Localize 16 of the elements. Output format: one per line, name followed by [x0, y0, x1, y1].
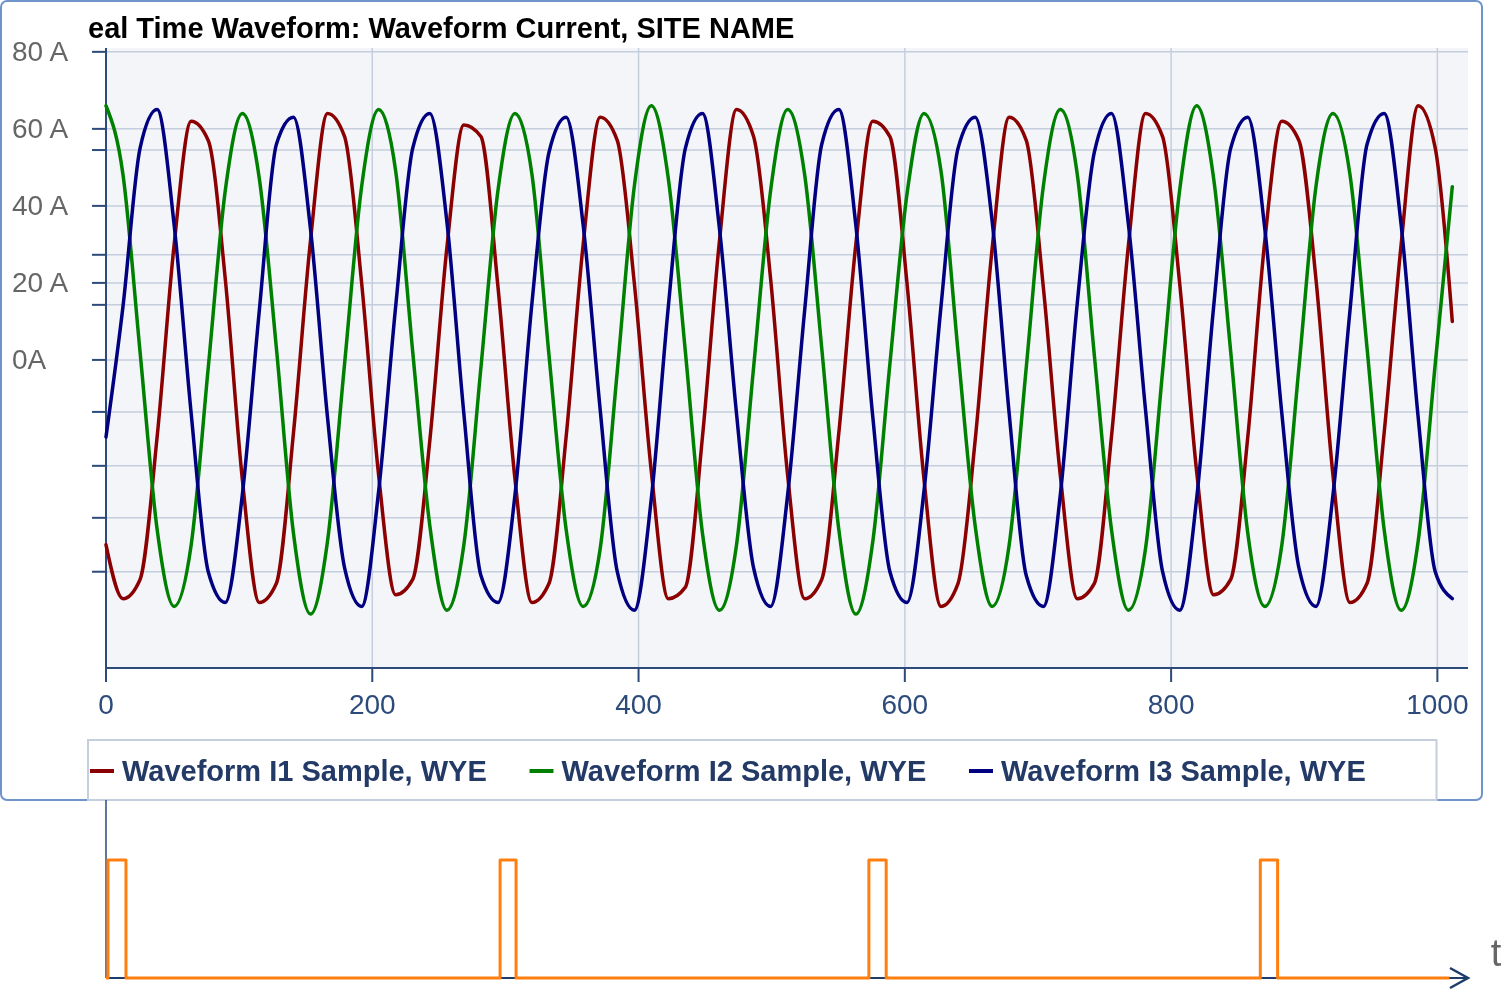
- x-tick-label: 200: [348, 689, 396, 720]
- y-tick-label: 60 A: [12, 113, 69, 145]
- y-tick-label: 40 A: [12, 190, 69, 222]
- x-tick-label: 800: [1147, 689, 1195, 720]
- x-tick-label: 600: [881, 689, 929, 720]
- y-tick-label: 0A: [12, 344, 47, 376]
- legend-label: Waveform I3 Sample, WYE: [1001, 755, 1366, 787]
- legend-label: Waveform I1 Sample, WYE: [122, 755, 487, 787]
- x-tick-label: 1000: [1406, 689, 1469, 720]
- x-tick-label: 400: [615, 689, 662, 720]
- y-tick-label: 80 A: [12, 36, 69, 68]
- x-axis-title: t: [1490, 932, 1502, 974]
- chart-title: eal Time Waveform: Waveform Current, SITE NAME: [88, 12, 795, 44]
- x-tick-label: 0: [98, 689, 114, 720]
- y-tick-label: 20 A: [12, 267, 69, 299]
- legend-label: Waveform I2 Sample, WYE: [561, 755, 927, 787]
